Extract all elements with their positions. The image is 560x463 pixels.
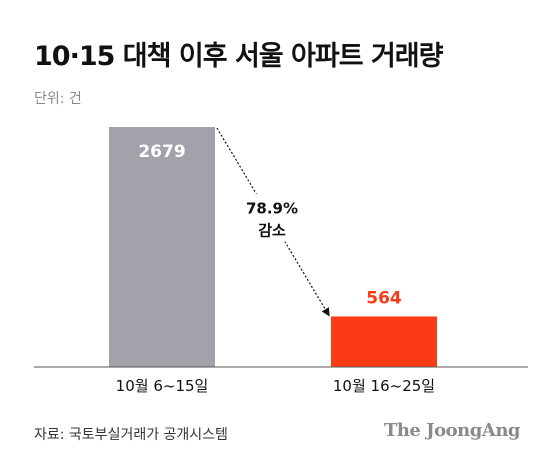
category-label: 10월 6~15일 [116,377,209,395]
unit-label: 단위: 건 [34,91,82,107]
category-label: 10월 16~25일 [333,377,435,395]
annotation-percent: 78.9% [246,200,298,218]
bar-oct-6-15 [109,127,215,367]
annotation-text: 감소 [258,222,286,240]
source-note: 자료: 국토부실거래가 공개시스템 [34,427,228,443]
brand-logo: The JoongAng [383,420,521,441]
annotation-bg [238,193,306,242]
chart-title: 10·15 대책 이후 서울 아파트 거래량 [34,41,443,72]
data-label: 564 [366,288,402,308]
data-label: 2679 [138,142,185,162]
bar-oct-16-25 [331,316,437,367]
